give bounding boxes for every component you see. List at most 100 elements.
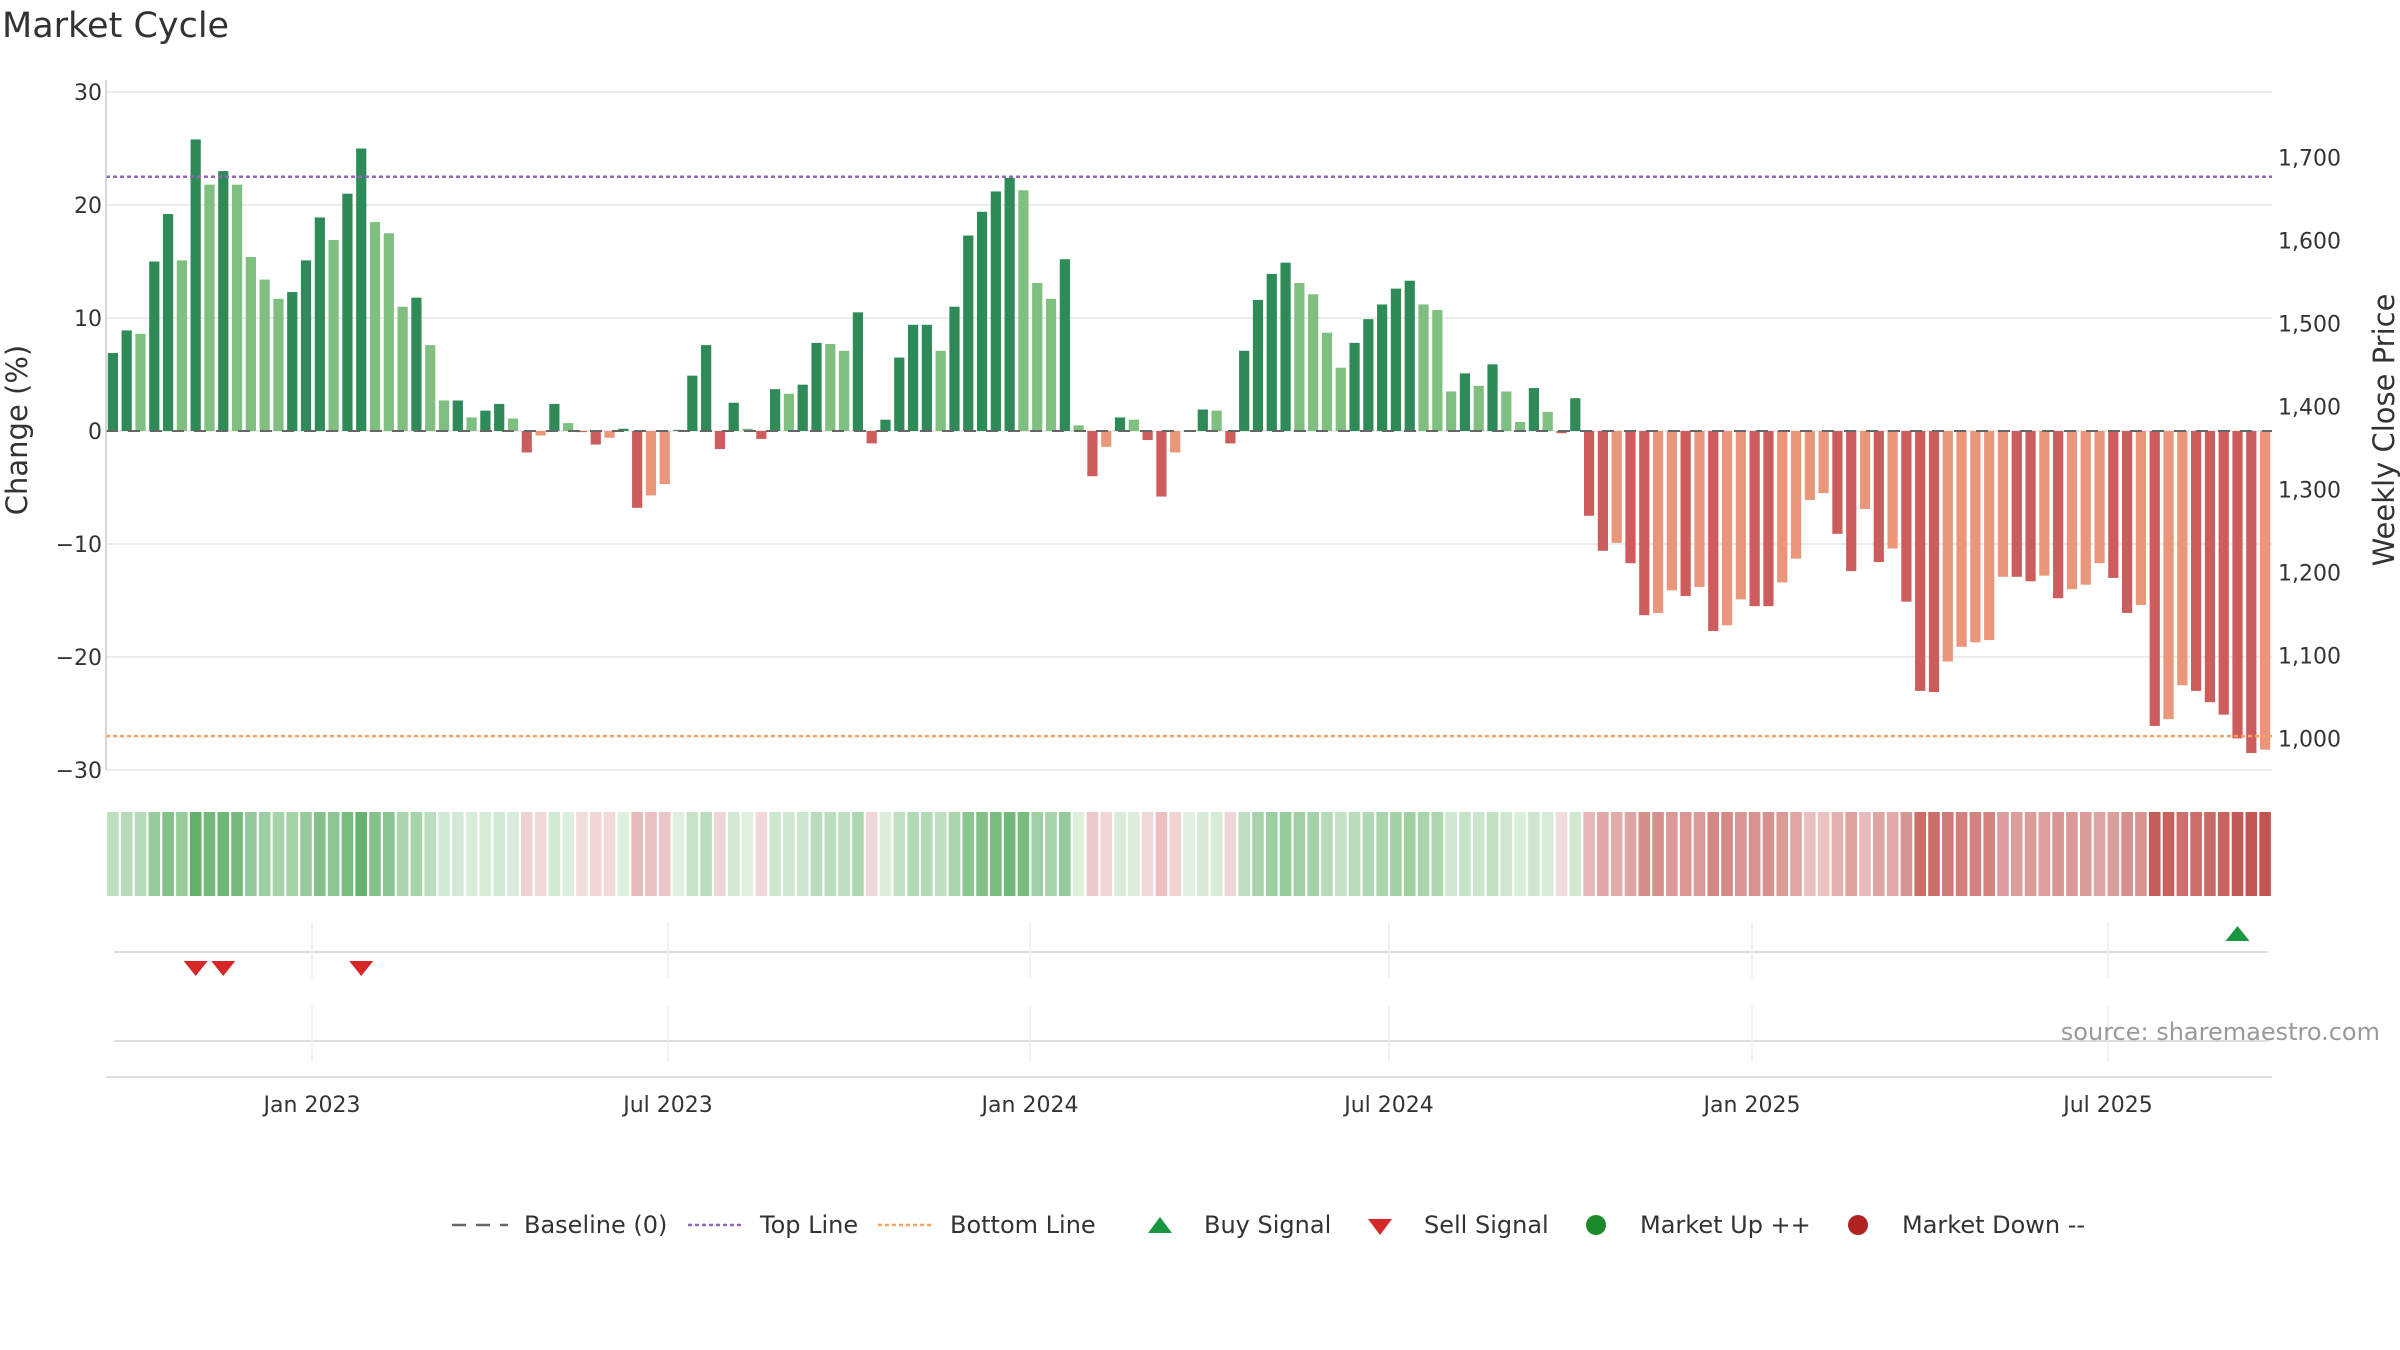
bar	[2025, 431, 2036, 582]
x-tick-label: Jan 2023	[262, 1093, 361, 1118]
bar	[2080, 431, 2091, 585]
heat-cell	[727, 812, 740, 896]
bar	[231, 184, 243, 431]
bars	[107, 139, 2271, 754]
bar	[245, 256, 256, 431]
bar	[1694, 431, 1705, 587]
y-left-tick-label: 10	[74, 307, 102, 332]
heat-cell	[658, 812, 671, 896]
bar	[1777, 431, 1788, 583]
bar	[204, 184, 215, 431]
bar	[1114, 417, 1126, 431]
heat-cell	[1500, 812, 1513, 896]
heat-cell	[452, 812, 464, 896]
bar	[1142, 431, 1153, 441]
bar	[1446, 391, 1457, 431]
bar	[300, 260, 312, 431]
heat-cell	[1031, 812, 1044, 896]
bar	[397, 306, 408, 431]
heat-cell	[1969, 812, 1982, 896]
bar	[1252, 299, 1264, 431]
bar	[1721, 431, 1733, 626]
bar	[1128, 419, 1139, 431]
heat-cell	[1265, 812, 1278, 896]
bar	[190, 139, 201, 431]
heat-cell	[1790, 812, 1802, 896]
heat-cell	[907, 812, 919, 896]
x-tick-label: Jul 2023	[621, 1093, 713, 1118]
heat-cell	[355, 812, 368, 896]
signal-panel	[106, 922, 2272, 1078]
y-left-tick-label: 20	[74, 194, 102, 219]
heat-cell	[2190, 812, 2202, 896]
bar	[314, 217, 325, 431]
heat-cell	[672, 812, 685, 896]
heat-cell	[1003, 812, 1016, 896]
heat-cell	[534, 812, 547, 896]
bar	[1542, 411, 1553, 431]
bar	[963, 235, 974, 431]
heat-cell	[1610, 812, 1623, 896]
bar	[1390, 288, 1402, 431]
heat-cell	[1624, 812, 1637, 896]
heat-cell	[1652, 812, 1664, 896]
heat-cell	[1735, 812, 1747, 896]
bar	[1170, 431, 1181, 453]
heat-cell	[1707, 812, 1720, 896]
bar	[576, 431, 588, 433]
bar	[328, 240, 339, 431]
heat-cell	[948, 812, 961, 896]
heat-cell	[1169, 812, 1181, 896]
bar	[618, 428, 629, 431]
heat-cell	[796, 812, 809, 896]
heat-cell	[783, 812, 795, 896]
heat-cell	[2107, 812, 2120, 896]
bar	[2191, 431, 2202, 691]
heat-cell	[1555, 812, 1568, 896]
bar	[2218, 431, 2229, 715]
heat-cell	[1541, 812, 1554, 896]
bar	[218, 171, 229, 431]
y-right-tick-label: 1,300	[2278, 479, 2341, 504]
bar	[1583, 431, 1595, 516]
bar	[1625, 431, 1636, 564]
y-axis-left-label: Change (%)	[0, 345, 34, 515]
heat-cell	[410, 812, 423, 896]
bar	[1666, 431, 1677, 591]
bar	[659, 431, 670, 485]
heat-cell	[921, 812, 933, 896]
bar	[1335, 367, 1346, 431]
bar	[521, 431, 532, 453]
bar	[632, 431, 643, 508]
bar	[825, 343, 836, 431]
bar	[1321, 332, 1333, 431]
heat-cell	[507, 812, 519, 896]
bar	[2232, 431, 2243, 739]
bar	[907, 324, 919, 431]
bar	[742, 428, 753, 431]
bar	[2094, 431, 2105, 564]
bar	[1846, 431, 1857, 572]
heat-cell	[1997, 812, 2009, 896]
bar	[1832, 431, 1843, 534]
heat-cell	[1100, 812, 1113, 896]
x-tick-label: Jan 2025	[1702, 1093, 1801, 1118]
bar	[1487, 364, 1498, 431]
heat-cell	[1348, 812, 1361, 896]
heat-cell	[1914, 812, 1926, 896]
heat-cell	[1928, 812, 1940, 896]
heat-cell	[2176, 812, 2189, 896]
heat-cell	[1321, 812, 1333, 896]
heat-cell	[1721, 812, 1733, 896]
heat-cell	[1583, 812, 1595, 896]
heat-cell	[1445, 812, 1457, 896]
bar	[480, 410, 491, 431]
heat-cell	[2093, 812, 2106, 896]
bar	[2163, 431, 2174, 720]
bar	[1970, 431, 1981, 643]
y-left-tick-label: 30	[74, 81, 102, 106]
heat-cell	[1114, 812, 1126, 896]
heat-cell	[438, 812, 450, 896]
bar	[1570, 398, 1581, 431]
